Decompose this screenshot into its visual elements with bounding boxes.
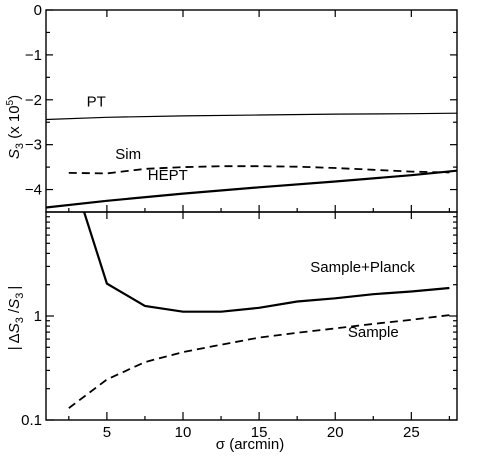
bottom-y-tick-label: 1 — [34, 308, 42, 325]
panel-frames — [45, 9, 458, 421]
x-tick-label: 20 — [327, 424, 344, 441]
series-label-pt: PT — [87, 94, 106, 111]
series-sim-line — [68, 165, 450, 175]
top-y-tick-label: −2 — [25, 92, 42, 109]
series-label-sim: Sim — [115, 146, 141, 163]
top-y-tick-label: −4 — [25, 182, 42, 199]
top-y-axis-label: S3 (x 105) — [5, 95, 26, 159]
series-label-hept: HEPT — [148, 167, 188, 184]
x-tick-label: 5 — [103, 424, 111, 441]
top-y-tick-label: −3 — [25, 137, 42, 154]
x-tick-label: 10 — [175, 424, 192, 441]
bottom-y-tick-label: 0.1 — [21, 412, 42, 429]
top-plot-frame — [45, 9, 458, 213]
x-tick-label: 15 — [251, 424, 268, 441]
bottom-y-axis-label: |ΔS3 /S3| — [6, 286, 26, 350]
series-sample-planck-line — [83, 212, 450, 313]
series-pt-line — [46, 112, 457, 121]
top-panel: 0 −1 −2 −3 −4 PT Sim HEPT — [25, 2, 457, 212]
series-label-sample: Sample — [348, 324, 399, 341]
x-tick-label: 25 — [403, 424, 420, 441]
top-y-tick-label: −1 — [25, 47, 42, 64]
top-y-tick-label: 0 — [34, 2, 42, 19]
series-hept-line — [46, 169, 457, 209]
x-axis-label: σ (arcmin) — [216, 436, 284, 453]
bottom-plot-frame — [45, 211, 458, 421]
series-label-sample-planck: Sample+Planck — [310, 259, 415, 276]
